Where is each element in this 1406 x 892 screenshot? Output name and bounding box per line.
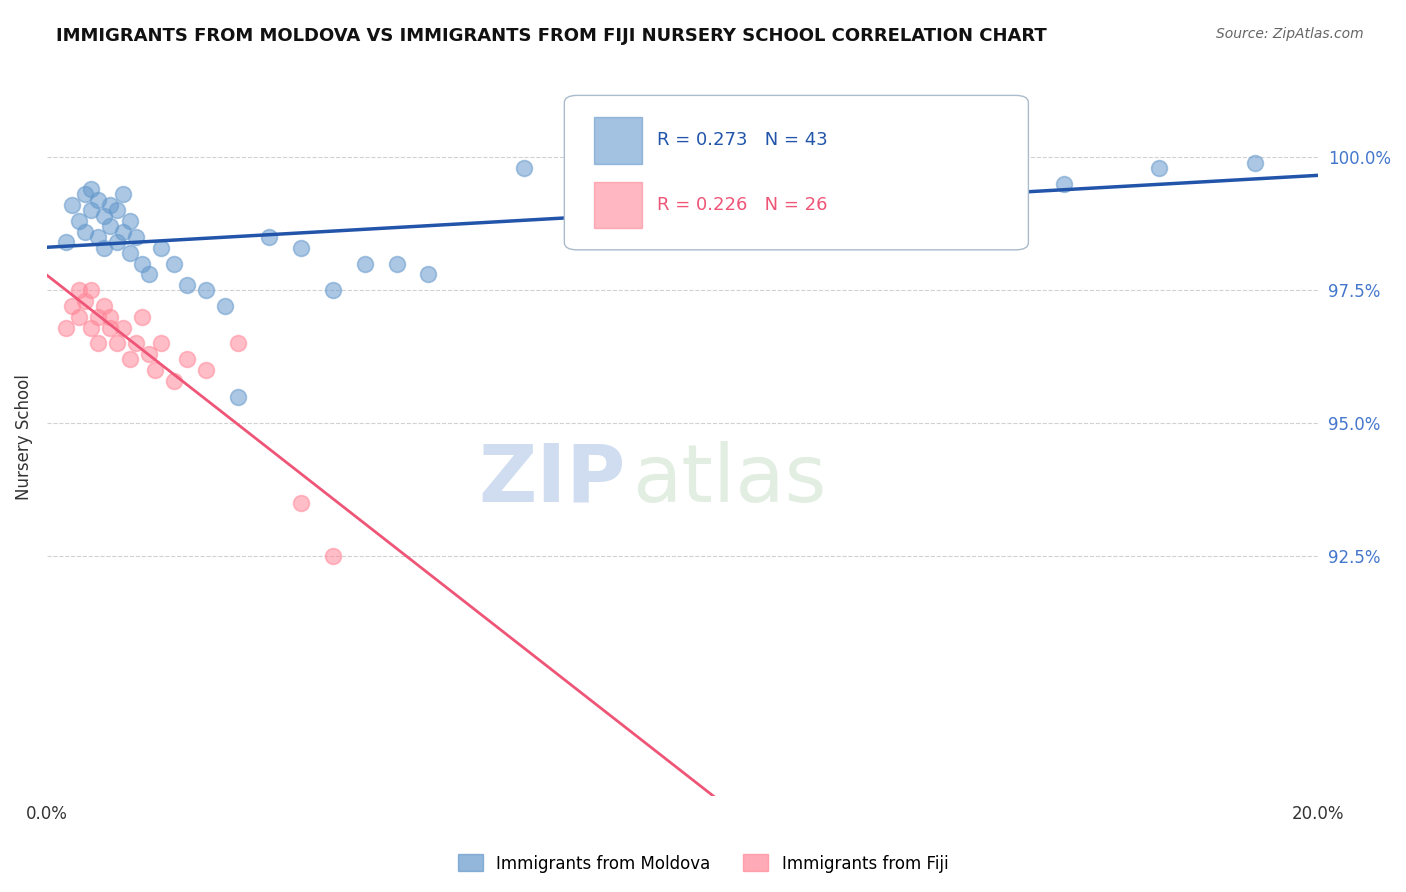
Point: [93, 299, 115, 313]
Point: [67, 310, 90, 324]
Point: [100, 219, 122, 234]
Point: [831, 203, 853, 218]
Point: [73, 225, 96, 239]
FancyBboxPatch shape: [593, 117, 643, 163]
Point: [176, 277, 198, 292]
Point: [138, 268, 160, 282]
Point: [73, 187, 96, 202]
Point: [512, 161, 534, 175]
Point: [150, 336, 173, 351]
Point: [353, 257, 375, 271]
Text: R = 0.226   N = 26: R = 0.226 N = 26: [657, 195, 828, 213]
Legend: Immigrants from Moldova, Immigrants from Fiji: Immigrants from Moldova, Immigrants from…: [451, 847, 955, 880]
Point: [80, 203, 103, 218]
Point: [214, 299, 236, 313]
Point: [87, 193, 110, 207]
Point: [138, 347, 160, 361]
Point: [60, 198, 83, 212]
Point: [118, 214, 141, 228]
Point: [67, 214, 90, 228]
Point: [226, 390, 249, 404]
Point: [385, 257, 408, 271]
Point: [150, 241, 173, 255]
Point: [118, 246, 141, 260]
Point: [194, 283, 217, 297]
Point: [957, 171, 980, 186]
FancyBboxPatch shape: [593, 182, 643, 228]
Point: [55, 320, 77, 334]
Point: [226, 336, 249, 351]
Point: [118, 352, 141, 367]
Point: [143, 363, 166, 377]
Point: [640, 193, 662, 207]
Point: [105, 336, 128, 351]
Point: [194, 363, 217, 377]
Point: [163, 374, 186, 388]
Text: IMMIGRANTS FROM MOLDOVA VS IMMIGRANTS FROM FIJI NURSERY SCHOOL CORRELATION CHART: IMMIGRANTS FROM MOLDOVA VS IMMIGRANTS FR…: [56, 27, 1047, 45]
Point: [87, 336, 110, 351]
Point: [735, 177, 758, 191]
Y-axis label: Nursery School: Nursery School: [15, 374, 32, 500]
Point: [105, 235, 128, 250]
Point: [73, 293, 96, 308]
Point: [80, 320, 103, 334]
Point: [105, 203, 128, 218]
Point: [80, 182, 103, 196]
Point: [112, 320, 135, 334]
Point: [1053, 177, 1076, 191]
Point: [80, 283, 103, 297]
Point: [290, 496, 312, 510]
Point: [322, 549, 344, 564]
Point: [576, 203, 599, 218]
Point: [131, 257, 153, 271]
Point: [418, 268, 440, 282]
FancyBboxPatch shape: [564, 95, 1028, 250]
Point: [259, 230, 281, 244]
Point: [87, 310, 110, 324]
Point: [125, 230, 148, 244]
Point: [163, 257, 186, 271]
Point: [322, 283, 344, 297]
Point: [60, 299, 83, 313]
Point: [112, 187, 135, 202]
Point: [93, 209, 115, 223]
Text: atlas: atlas: [631, 441, 827, 518]
Point: [55, 235, 77, 250]
Text: R = 0.273   N = 43: R = 0.273 N = 43: [657, 131, 828, 149]
Point: [1243, 155, 1265, 169]
Point: [125, 336, 148, 351]
Text: ZIP: ZIP: [478, 441, 626, 518]
Point: [100, 198, 122, 212]
Text: Source: ZipAtlas.com: Source: ZipAtlas.com: [1216, 27, 1364, 41]
Point: [100, 320, 122, 334]
Point: [290, 241, 312, 255]
Point: [1149, 161, 1171, 175]
Point: [112, 225, 135, 239]
Point: [87, 230, 110, 244]
Point: [93, 241, 115, 255]
Point: [100, 310, 122, 324]
Point: [176, 352, 198, 367]
Point: [131, 310, 153, 324]
Point: [67, 283, 90, 297]
